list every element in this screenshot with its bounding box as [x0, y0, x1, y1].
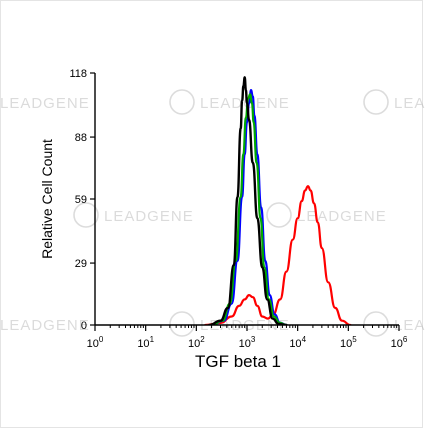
x-tick-label: 103	[239, 335, 256, 350]
y-tick-label: 59	[75, 194, 87, 206]
x-tick-label: 106	[391, 335, 408, 350]
x-axis-title: TGF beta 1	[195, 352, 281, 371]
watermark-instance: LEADGENE	[0, 317, 90, 334]
watermark-instance: LEADGENE	[0, 95, 90, 112]
watermark-instance: LEADGENE	[363, 89, 425, 115]
watermark-instance: LEADGENE	[363, 311, 425, 337]
histogram-curve-3	[208, 76, 288, 325]
x-tick-label: 105	[340, 335, 357, 350]
y-tick-label: 88	[75, 132, 87, 144]
histogram-curve-0	[204, 185, 352, 325]
series-layer	[204, 76, 352, 325]
leaf-logo-icon	[266, 202, 292, 228]
watermark-text: LEADGENE	[104, 208, 194, 225]
y-axis-title: Relative Cell Count	[39, 139, 55, 259]
watermark-text: LEADGENE	[200, 95, 290, 112]
watermark-text: LEADGENE	[297, 208, 387, 225]
y-tick-label: 0	[81, 320, 87, 332]
leaf-logo-icon	[363, 311, 389, 337]
y-axis-ticks: 0 29 59 88 118	[69, 68, 95, 332]
leadgene-watermark: LEADGENE LEADGENE LEADGENE LEADGENE LEAD…	[0, 89, 425, 337]
watermark-instance: LEADGENE	[266, 202, 387, 228]
y-tick-label: 118	[69, 68, 87, 80]
y-tick-label: 29	[75, 258, 87, 270]
x-tick-label: 104	[289, 335, 306, 350]
watermark-text: LEADGENE	[394, 95, 425, 112]
watermark-instance: LEADGENE	[73, 202, 194, 228]
histogram-curve-2	[210, 93, 288, 325]
leaf-logo-icon	[363, 89, 389, 115]
leaf-logo-icon	[169, 311, 195, 337]
histogram-curve-1	[210, 89, 288, 325]
x-tick-label: 101	[137, 335, 154, 350]
x-axis-ticks: 100 101 102 103 104 105 106	[87, 325, 408, 350]
watermark-text: LEADGENE	[0, 317, 90, 334]
watermark-text: LEADGENE	[0, 95, 90, 112]
leaf-logo-icon	[73, 202, 99, 228]
x-tick-label: 102	[188, 335, 205, 350]
leaf-logo-icon	[169, 89, 195, 115]
x-tick-label: 100	[87, 335, 104, 350]
watermark-text: LEADGENE	[394, 317, 425, 334]
watermark-instance: LEADGENE	[169, 89, 290, 115]
